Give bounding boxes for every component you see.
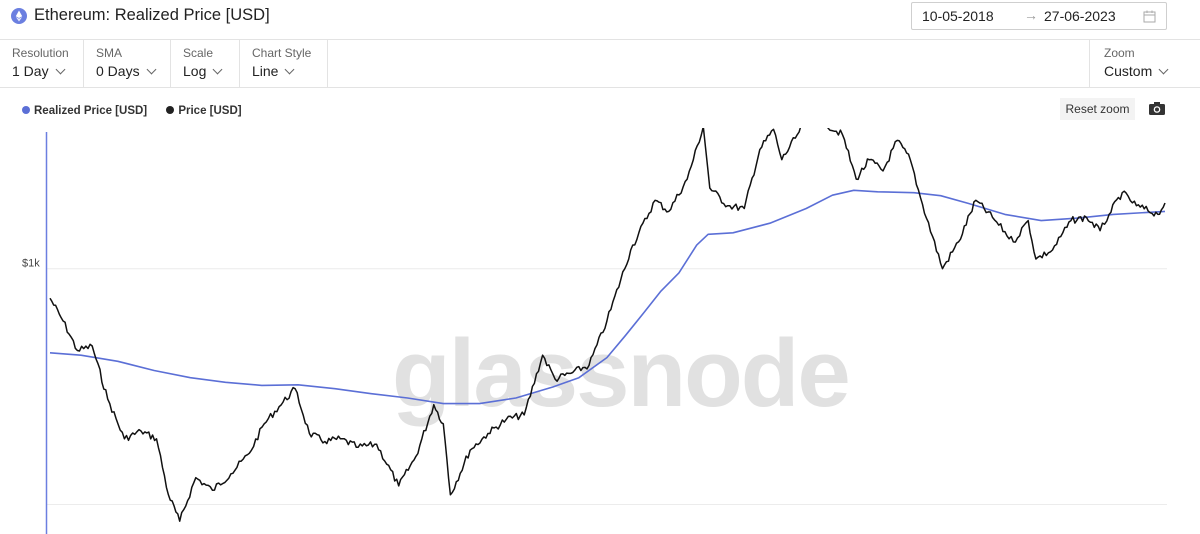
legend-dot-icon xyxy=(22,106,30,114)
chevron-down-icon xyxy=(55,64,66,75)
date-arrow-icon: → xyxy=(1024,7,1038,23)
legend-label: Realized Price [USD] xyxy=(34,105,148,117)
chart-header: Ethereum: Realized Price [USD] 10-05-201… xyxy=(0,0,1200,40)
scale-value[interactable]: Log xyxy=(183,63,223,79)
date-from-input[interactable]: 10-05-2018 xyxy=(922,8,994,24)
scale-value-text: Log xyxy=(183,63,207,79)
chart-legend: Realized Price [USD] Price [USD] xyxy=(22,105,258,117)
legend-dot-icon xyxy=(166,106,175,114)
legend-item-price[interactable]: Price [USD] xyxy=(166,105,242,117)
resolution-label: Resolution xyxy=(12,46,69,60)
realized-price-line xyxy=(49,189,1166,405)
zoom-value-text: Custom xyxy=(1104,63,1153,79)
chart-style-label: Chart Style xyxy=(252,46,312,60)
camera-icon[interactable] xyxy=(1148,101,1166,121)
zoom-value[interactable]: Custom xyxy=(1104,63,1169,79)
legend-item-realized-price[interactable]: Realized Price [USD] xyxy=(22,105,147,117)
chevron-down-icon xyxy=(212,64,223,75)
sma-label: SMA xyxy=(96,46,123,60)
resolution-value-text: 1 Day xyxy=(12,63,49,79)
legend-label: Price [USD] xyxy=(178,105,242,117)
ethereum-icon xyxy=(11,8,27,24)
chart-toolbar: Resolution 1 Day SMA 0 Days Scale Log Ch… xyxy=(0,40,1200,88)
price-line xyxy=(49,128,1166,522)
sma-dropdown[interactable]: SMA 0 Days xyxy=(84,40,171,88)
sma-value-text: 0 Days xyxy=(96,63,140,79)
chart-style-value[interactable]: Line xyxy=(252,63,295,79)
date-range-picker[interactable]: 10-05-2018 → 27-06-2023 xyxy=(911,2,1167,30)
series-group xyxy=(49,128,1166,522)
resolution-dropdown[interactable]: Resolution 1 Day xyxy=(0,40,84,88)
y-tick-label: $1k xyxy=(22,258,40,270)
chevron-down-icon xyxy=(285,64,295,75)
reset-zoom-button[interactable]: Reset zoom xyxy=(1060,98,1135,120)
scale-dropdown[interactable]: Scale Log xyxy=(171,40,240,88)
zoom-label: Zoom xyxy=(1104,46,1135,60)
zoom-dropdown[interactable]: Zoom Custom xyxy=(1089,40,1200,88)
scale-label: Scale xyxy=(183,46,214,60)
glassnode-watermark: glassnode xyxy=(392,320,849,427)
date-to-input[interactable]: 27-06-2023 xyxy=(1044,8,1116,24)
chart-style-dropdown[interactable]: Chart Style Line xyxy=(240,40,328,88)
chart-style-value-text: Line xyxy=(252,63,279,79)
price-chart[interactable]: glassnode $1k xyxy=(0,128,1200,534)
resolution-value[interactable]: 1 Day xyxy=(12,63,66,79)
chevron-down-icon xyxy=(1158,64,1169,75)
grid-lines xyxy=(46,268,1167,506)
calendar-icon[interactable] xyxy=(1143,10,1156,28)
chevron-down-icon xyxy=(146,64,157,75)
page-title: Ethereum: Realized Price [USD] xyxy=(34,6,270,24)
sma-value[interactable]: 0 Days xyxy=(96,63,157,79)
y-axis-ticks: $1k xyxy=(22,258,40,270)
